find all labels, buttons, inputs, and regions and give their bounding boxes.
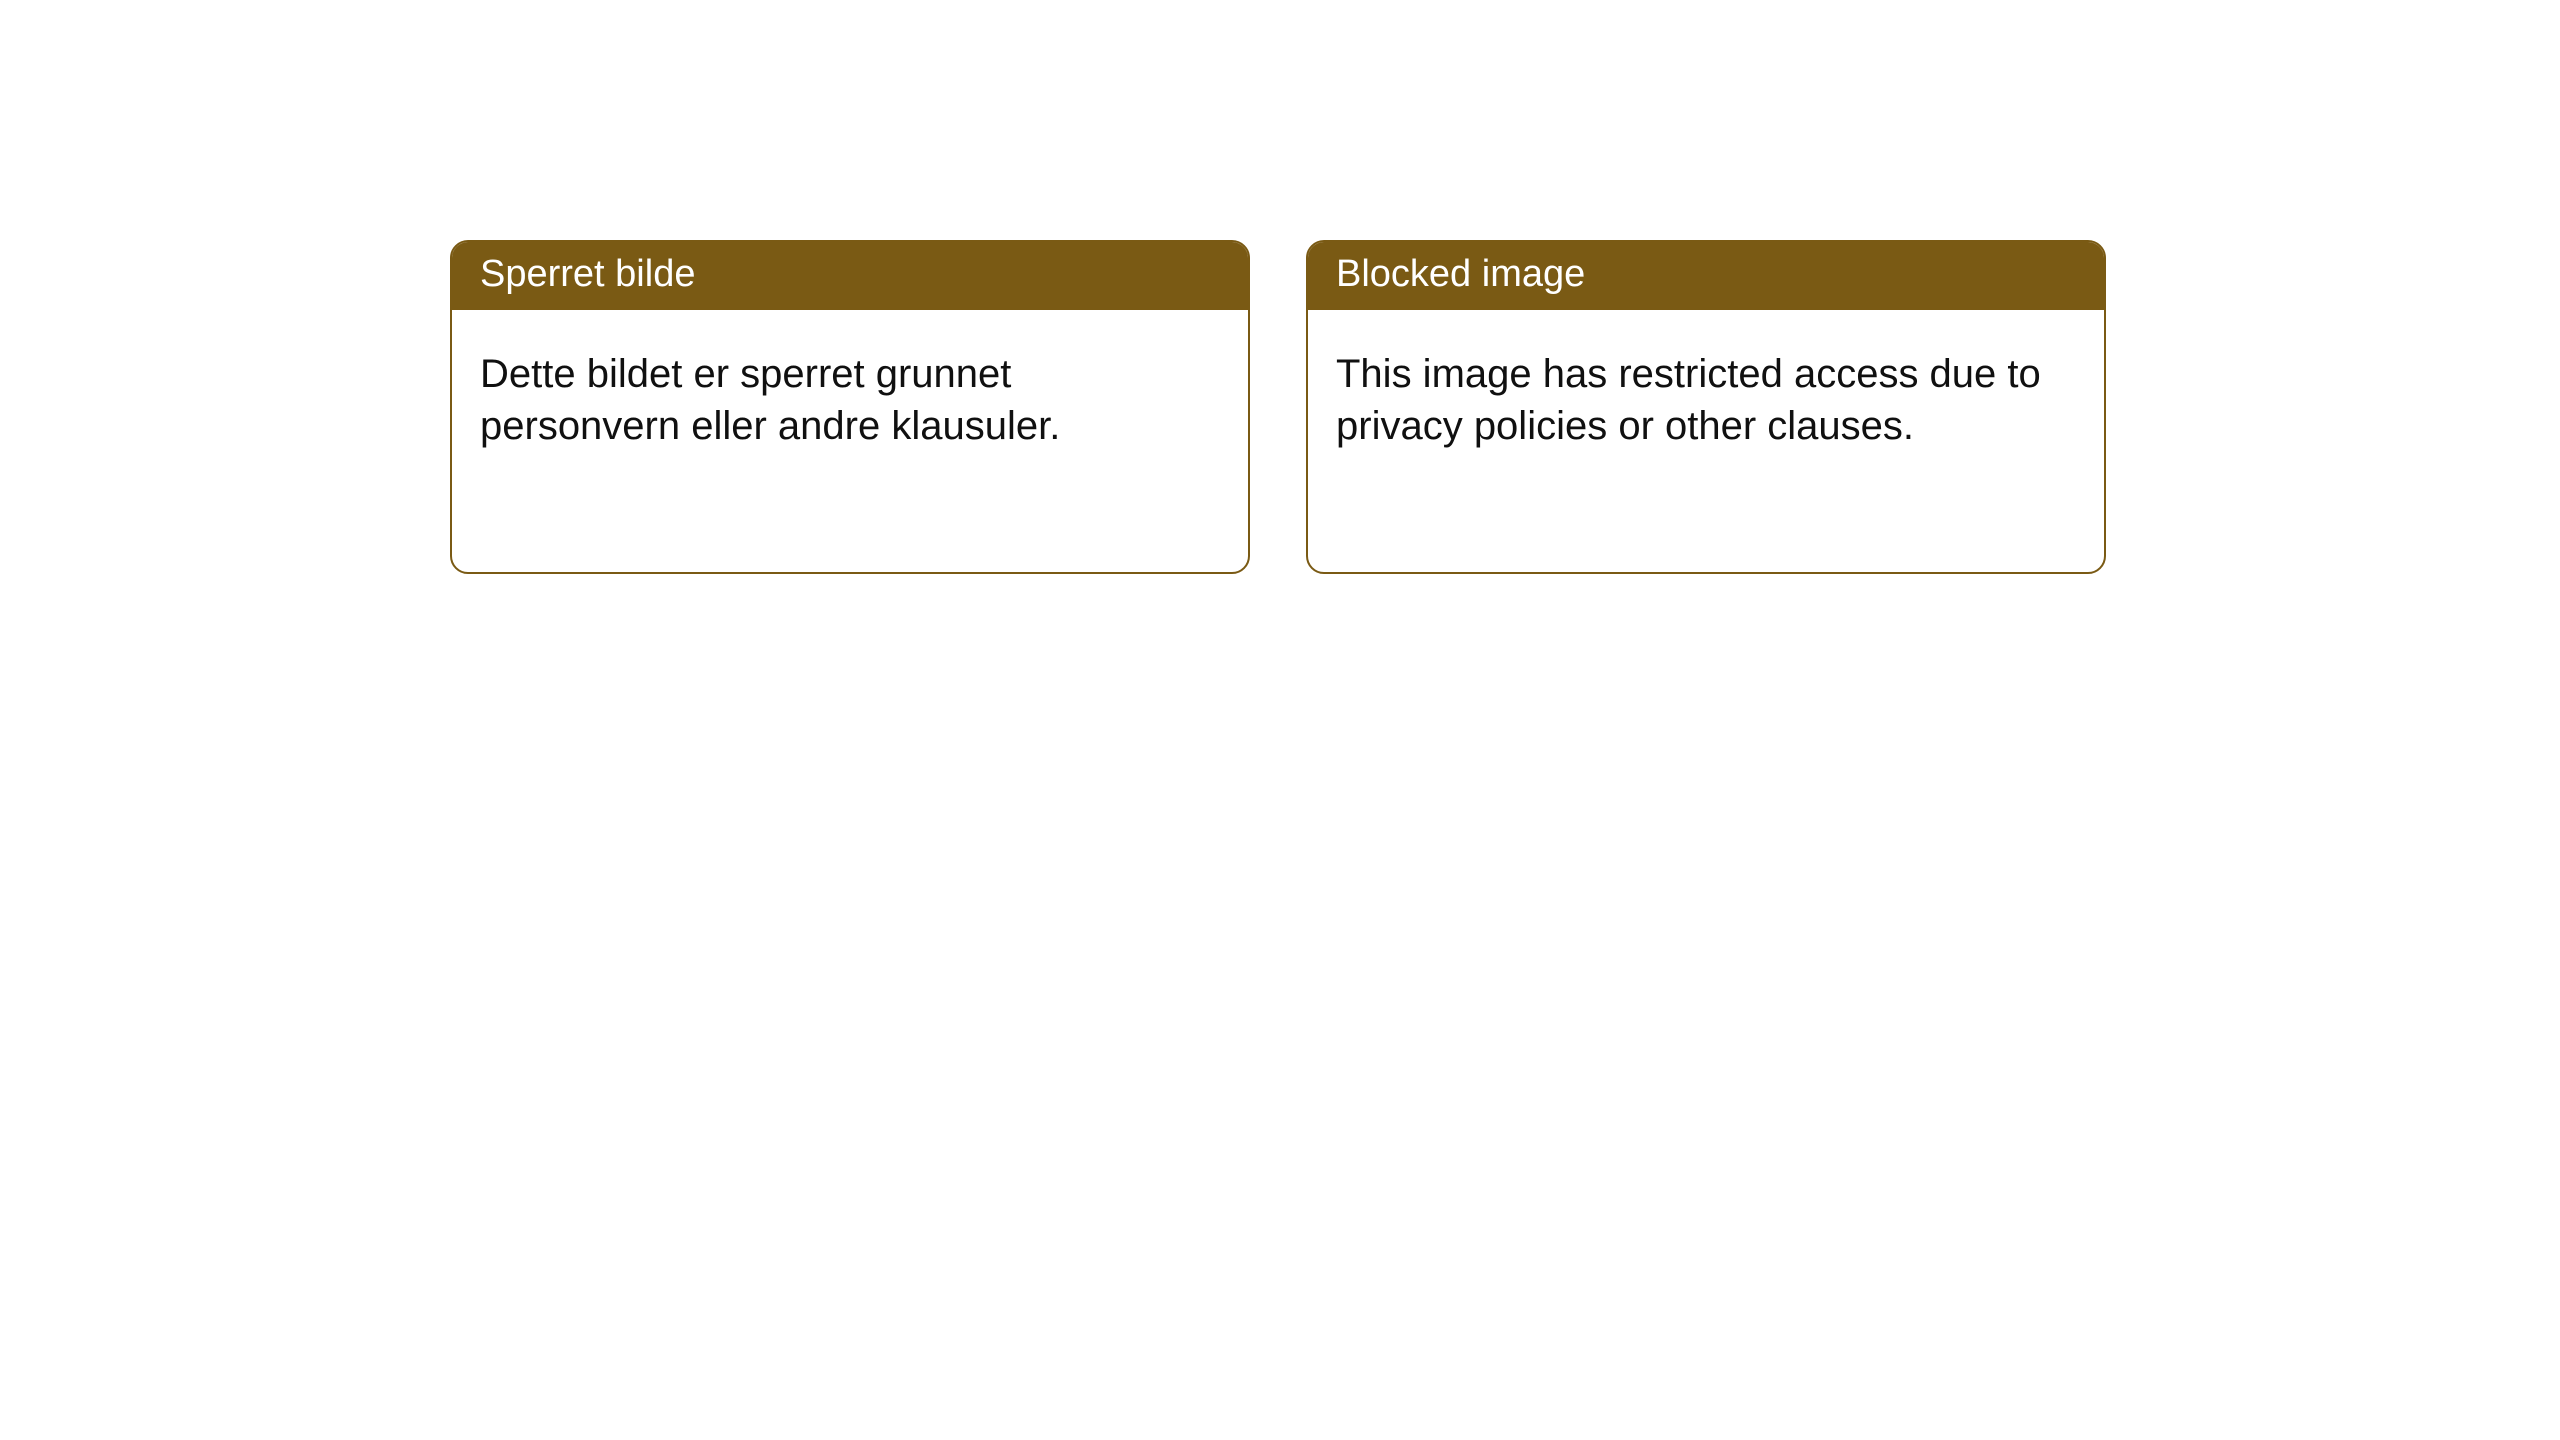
notice-container: Sperret bilde Dette bildet er sperret gr… bbox=[0, 0, 2560, 574]
notice-header-norwegian: Sperret bilde bbox=[452, 242, 1248, 310]
notice-body-english: This image has restricted access due to … bbox=[1308, 310, 2104, 480]
notice-header-english: Blocked image bbox=[1308, 242, 2104, 310]
notice-box-english: Blocked image This image has restricted … bbox=[1306, 240, 2106, 574]
notice-body-norwegian: Dette bildet er sperret grunnet personve… bbox=[452, 310, 1248, 480]
notice-box-norwegian: Sperret bilde Dette bildet er sperret gr… bbox=[450, 240, 1250, 574]
